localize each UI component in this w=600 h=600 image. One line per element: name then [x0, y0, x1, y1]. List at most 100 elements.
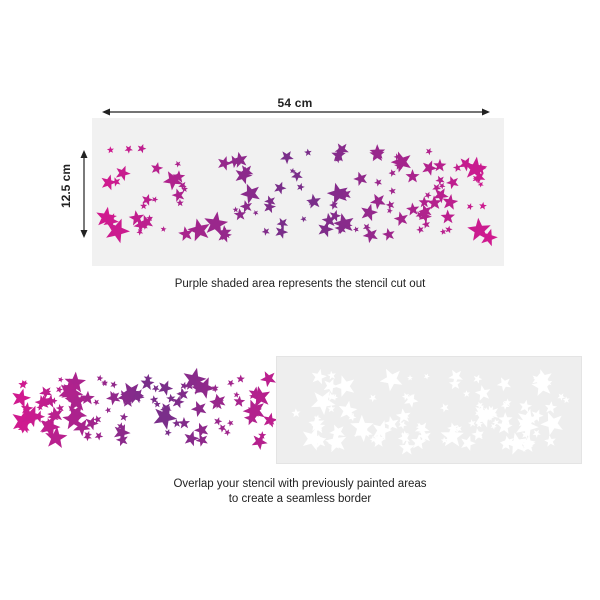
stencil-star: [217, 225, 232, 239]
painted-star: [44, 388, 52, 396]
stencil-star: [178, 181, 187, 190]
stencil-hole: [327, 370, 336, 380]
stencil-hole: [348, 413, 357, 422]
stencil-star: [181, 185, 188, 193]
stencil-hole: [474, 385, 491, 401]
stencil-hole: [408, 394, 415, 401]
painted-star: [96, 374, 104, 382]
stencil-hole: [521, 435, 536, 450]
stencil-star: [280, 151, 294, 165]
stencil-hole: [483, 405, 499, 421]
caption-overlap-line1: Overlap your stencil with previously pai…: [173, 478, 427, 490]
stencil-star: [406, 202, 420, 216]
stencil-star: [439, 228, 447, 235]
stencil-star: [291, 170, 303, 182]
stencil-hole: [373, 420, 393, 441]
stencil-hole: [311, 390, 336, 415]
painted-star: [21, 405, 43, 428]
painted-star: [106, 390, 121, 406]
stencil-star: [220, 233, 228, 241]
stencil-star: [233, 208, 246, 221]
stencil-star: [435, 175, 445, 185]
painted-star: [209, 395, 224, 410]
painted-star: [227, 379, 235, 388]
stencil-hole: [401, 411, 410, 421]
painted-star: [120, 382, 142, 404]
stencil-star: [333, 213, 354, 235]
stencil-hole: [475, 404, 488, 419]
stencil-star: [218, 156, 232, 171]
painted-star: [93, 415, 102, 424]
stencil-star: [433, 188, 449, 204]
stencil-star: [416, 225, 424, 234]
stencil-star: [176, 199, 184, 207]
stencil-star: [306, 193, 321, 209]
stencil-star: [442, 194, 459, 210]
stencil-star: [263, 200, 277, 214]
painted-star: [236, 374, 245, 383]
stencil-hole: [418, 429, 425, 435]
painted-star: [248, 386, 263, 401]
stencil-star: [321, 212, 336, 228]
stencil-hole: [562, 396, 570, 404]
stencil-star: [424, 191, 432, 199]
stencil-star: [415, 211, 425, 220]
stencil-hole: [467, 419, 476, 428]
stencil-star: [374, 178, 382, 187]
stencil-star: [472, 171, 486, 184]
stencil-hole: [398, 420, 407, 430]
stencil-hole: [475, 407, 495, 428]
stencil-star: [418, 196, 430, 208]
stencil-star: [103, 213, 119, 230]
painted-star: [172, 395, 185, 409]
stencil-hole: [440, 436, 448, 444]
painted-star: [110, 391, 117, 398]
stencil-star: [264, 195, 276, 208]
stencil-hole: [311, 368, 327, 385]
stencil-star: [440, 209, 455, 224]
stencil-hole: [496, 377, 512, 392]
stencil-star: [452, 163, 462, 172]
painted-star: [45, 426, 68, 448]
stencil-hole: [533, 369, 552, 389]
stencil-star: [160, 226, 167, 232]
stencil-star: [422, 160, 438, 176]
stencil-star: [137, 144, 147, 154]
stencil-star: [111, 177, 121, 187]
stencil-hole: [440, 403, 449, 413]
stencil-hole: [323, 378, 339, 394]
stencil-star: [446, 176, 459, 190]
stencil-hole: [490, 423, 497, 430]
stencil-star: [382, 228, 395, 241]
stencil-hole: [327, 437, 341, 450]
stencil-star: [204, 211, 229, 236]
stencil-star: [385, 200, 395, 210]
stencil-star: [346, 222, 353, 229]
painted-star: [184, 430, 200, 447]
stencil-star: [334, 143, 349, 157]
stencil-hole: [440, 424, 464, 447]
painted-star: [191, 380, 206, 395]
stencil-star: [387, 207, 393, 214]
painted-star: [172, 418, 181, 428]
stencil-star: [464, 156, 488, 180]
stencil-hole: [557, 393, 566, 401]
stencil-hole: [462, 390, 470, 397]
stencil-star: [481, 228, 498, 247]
stencil-star: [138, 214, 153, 230]
stencil-star: [308, 199, 315, 206]
stencil-hole: [532, 429, 541, 438]
painted-star: [17, 421, 30, 434]
stencil-hole: [500, 401, 510, 410]
painted-star: [121, 394, 135, 407]
stencil-star: [174, 160, 182, 168]
stencil-hole: [383, 416, 399, 431]
caption-stencil-cutout: Purple shaded area represents the stenci…: [174, 278, 426, 290]
stencil-hole: [371, 434, 385, 447]
stencil-star: [297, 182, 305, 192]
painted-star: [185, 381, 194, 390]
painted-star: [85, 416, 99, 431]
stencil-star: [353, 226, 359, 233]
stencil-preview: [92, 118, 504, 266]
